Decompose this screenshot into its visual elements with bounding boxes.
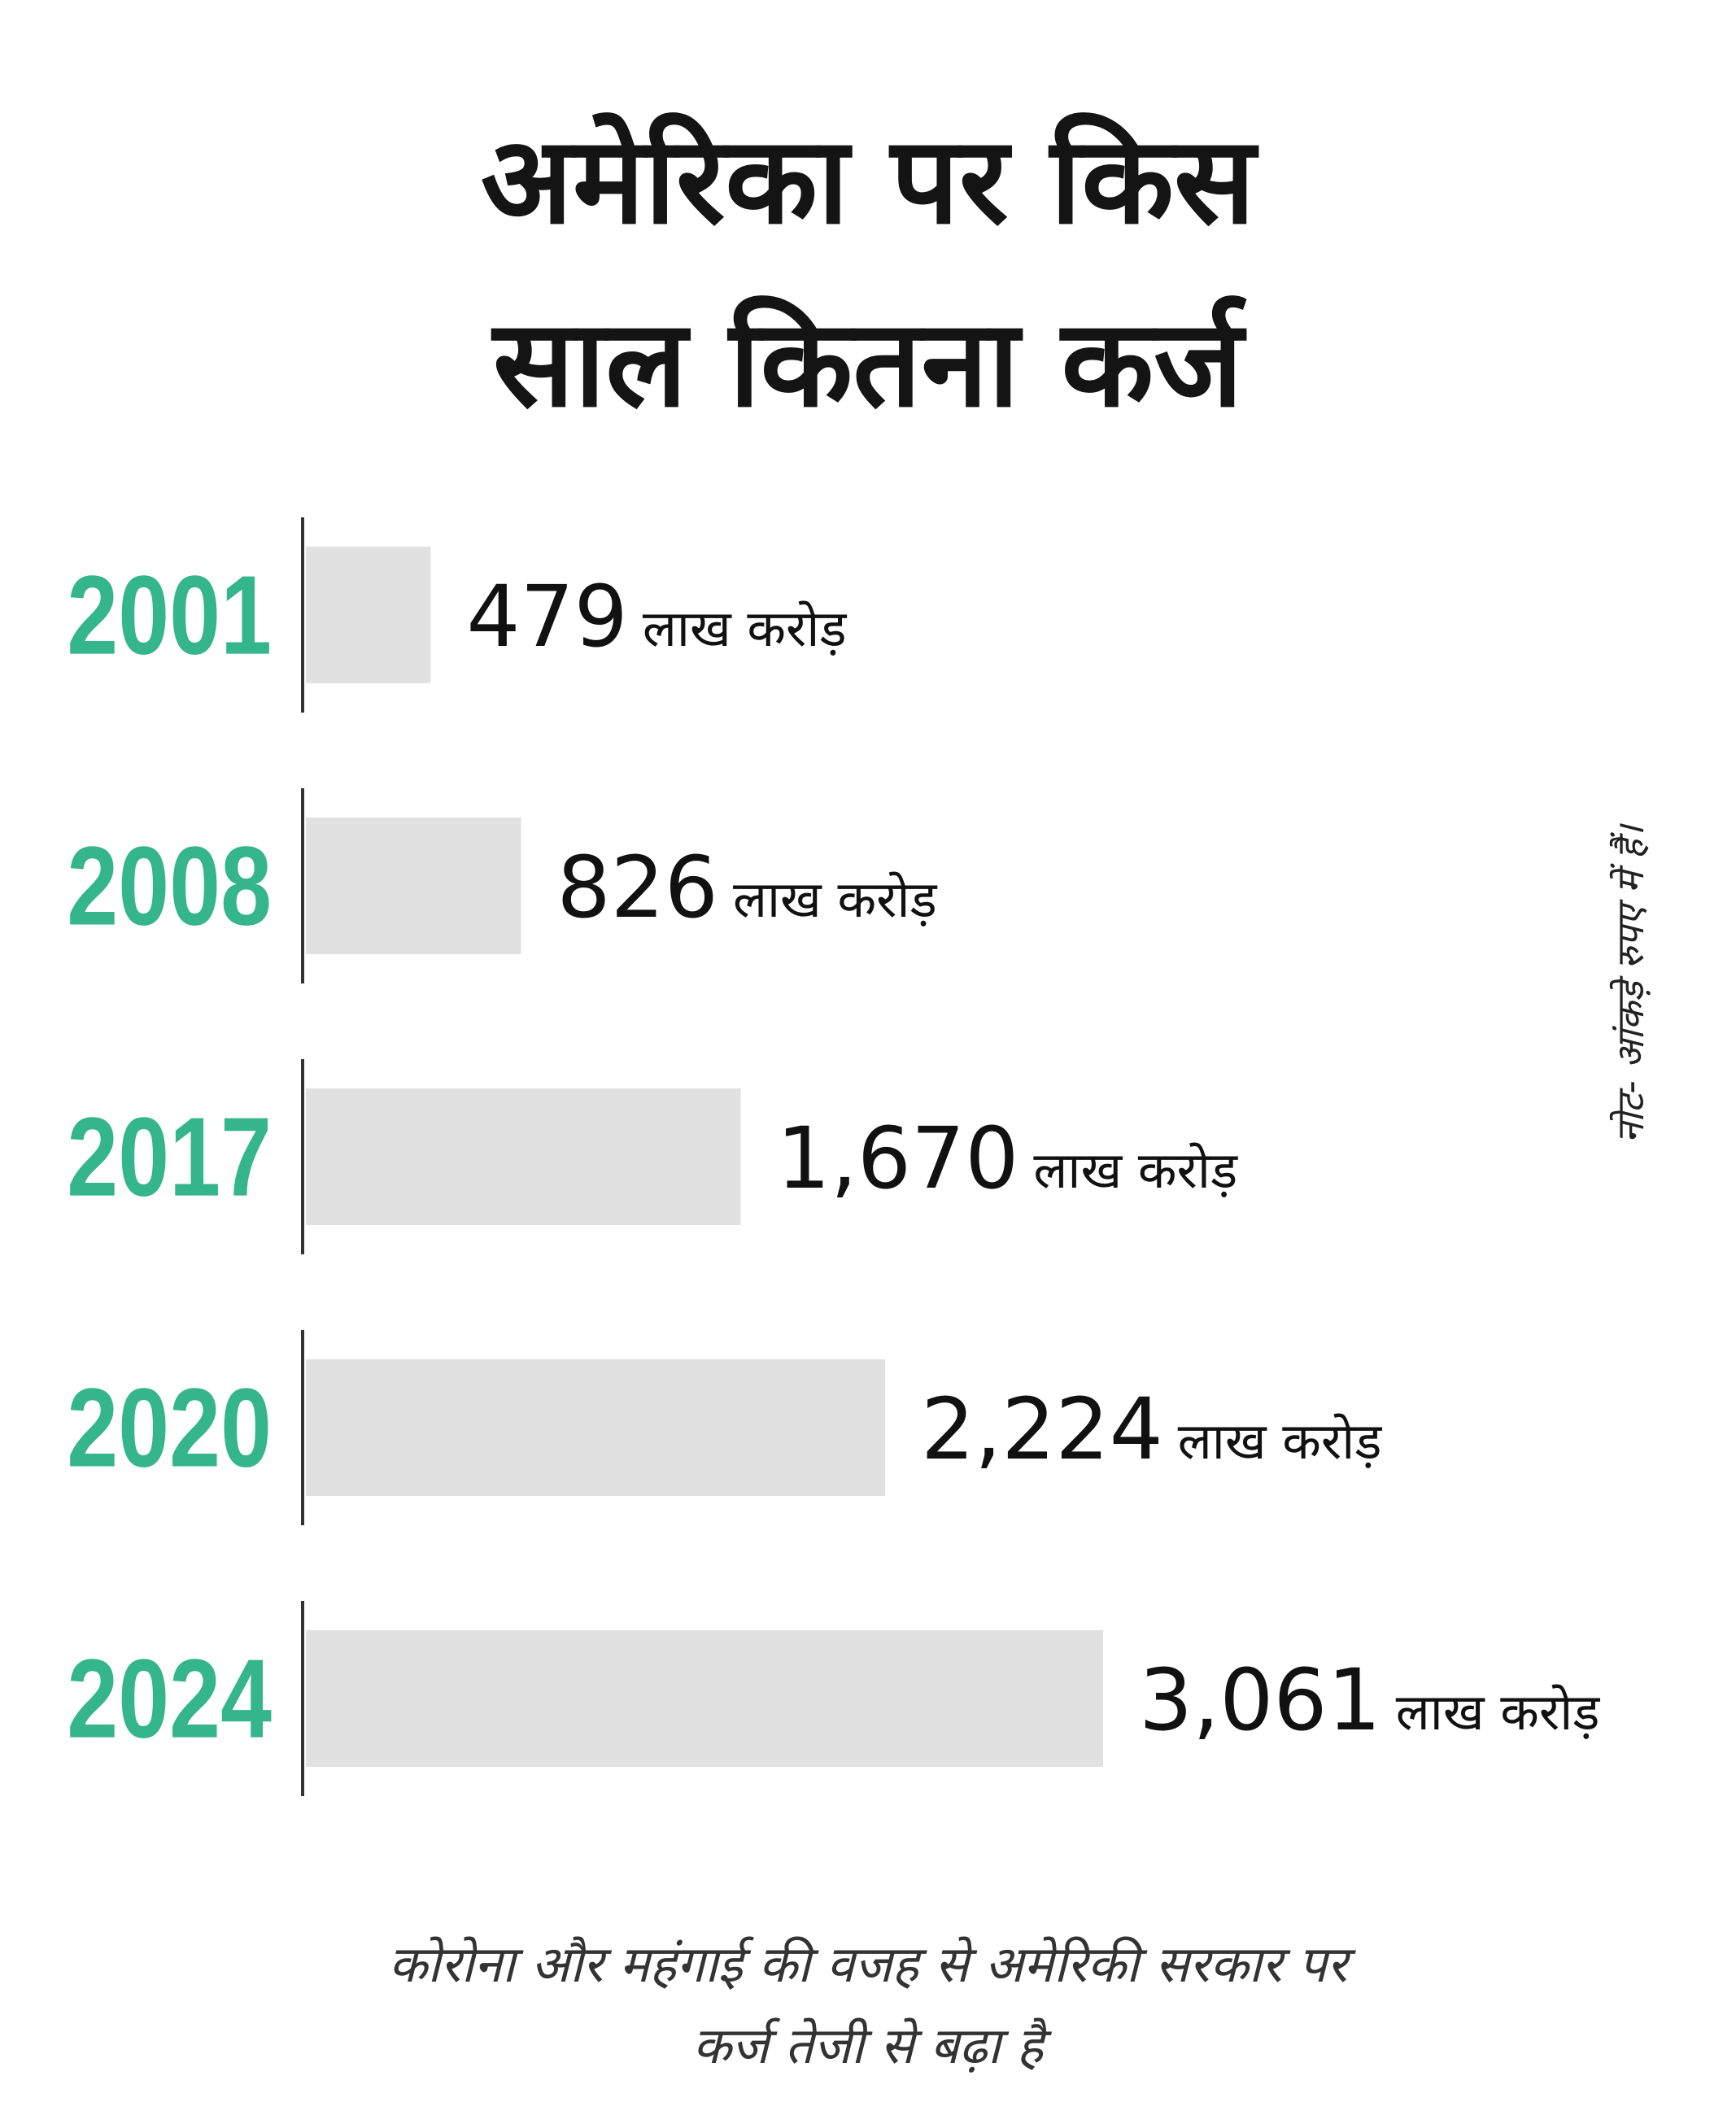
value-unit: लाख करोड़	[733, 870, 938, 929]
bar-2001	[306, 547, 431, 683]
bar-2024	[306, 1630, 1103, 1767]
year-label-2024: 2024	[67, 1636, 272, 1761]
value-unit: लाख करोड़	[1396, 1682, 1601, 1742]
caption-line-1: कोरोना और महंगाई की वजह से अमेरिकी सरकार…	[388, 1934, 1348, 1994]
year-label-2001: 2001	[67, 552, 272, 678]
value-label-2024: 3,061 लाख करोड़	[1139, 1651, 1600, 1750]
bar-chart: 2001 479 लाख करोड़ 2008 826 लाख करोड़ 2017 1,67…	[67, 517, 1600, 1796]
chart-title-line-1: अमेरिका पर किस	[480, 111, 1256, 251]
year-label-2020: 2020	[67, 1365, 272, 1490]
value-number: 1,670	[777, 1109, 1019, 1208]
year-label-2017: 2017	[67, 1094, 272, 1219]
value-number: 826	[556, 838, 718, 937]
value-unit: लाख करोड़	[643, 599, 848, 658]
value-label-2017: 1,670 लाख करोड़	[777, 1109, 1238, 1208]
chart-caption: कोरोना और महंगाई की वजह से अमेरिकी सरकार…	[0, 1924, 1736, 2087]
value-label-2020: 2,224 लाख करोड़	[921, 1380, 1382, 1479]
caption-line-2: कर्ज तेजी से बढ़ा है	[692, 2016, 1044, 2075]
note-text: नोट- आंकड़े रुपए में हैं।	[1608, 825, 1652, 1144]
value-number: 3,061	[1139, 1651, 1381, 1750]
bar-2008	[306, 818, 521, 954]
chart-title: अमेरिका पर किस साल कितना कर्ज	[0, 89, 1736, 456]
bar-2020	[306, 1359, 886, 1496]
value-label-2008: 826 लाख करोड़	[556, 838, 937, 937]
chart-title-line-2: साल कितना कर्ज	[492, 294, 1244, 434]
value-number: 479	[466, 567, 628, 666]
value-number: 2,224	[921, 1380, 1163, 1479]
bar-2017	[306, 1088, 741, 1225]
value-label-2001: 479 लाख करोड़	[466, 567, 847, 666]
value-unit: लाख करोड़	[1033, 1140, 1238, 1200]
value-unit: लाख करोड़	[1178, 1411, 1383, 1471]
year-label-2008: 2008	[67, 823, 272, 948]
